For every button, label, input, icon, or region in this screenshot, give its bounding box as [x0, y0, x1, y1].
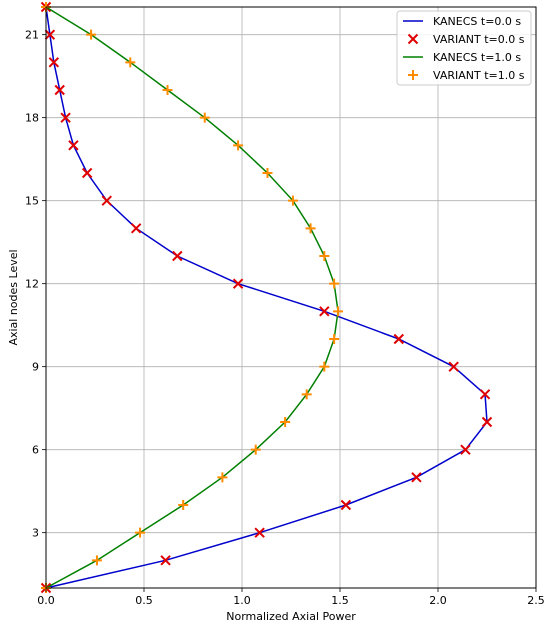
plus-marker-point [305, 223, 316, 234]
plus-marker-point [329, 334, 340, 344]
x-tick-label: 0.0 [37, 594, 55, 607]
x-tick-label: 2.5 [527, 594, 545, 607]
legend-x-swatch [407, 33, 419, 45]
x-marker-point [172, 250, 183, 262]
y-tick-label: 18 [25, 112, 39, 125]
y-tick-label: 15 [25, 195, 39, 208]
y-tick-label: 21 [25, 29, 39, 42]
plus-marker-point [178, 500, 189, 510]
plus-marker-point [262, 168, 273, 178]
plus-marker-point [86, 29, 97, 40]
legend-item: VARIANT t=1.0 s [408, 69, 525, 82]
legend-plus-swatch [408, 70, 418, 80]
plus-marker-point [125, 57, 136, 68]
plot-frame [45, 6, 537, 589]
plus-marker-point [319, 251, 330, 261]
ticks: 0.0 0.5 1.0 1.5 2.0 2.5 3 6 9 12 15 18 21 [25, 29, 545, 607]
x-marker-point [411, 472, 422, 483]
legend-item: KANECS t=1.0 s [403, 51, 521, 64]
series-layer [40, 1, 493, 594]
plus-marker-point [333, 306, 344, 317]
legend-label: VARIANT t=1.0 s [433, 69, 525, 82]
plus-marker-point [287, 195, 298, 206]
plus-marker-point [199, 112, 210, 123]
x-marker-point [319, 306, 330, 317]
x-marker-point [448, 361, 459, 372]
y-axis-label: Axial nodes Level [7, 249, 20, 345]
plus-marker-point [135, 527, 146, 538]
x-marker-point [232, 278, 244, 289]
legend-item: KANECS t=0.0 s [403, 15, 521, 28]
x-marker-point [130, 223, 142, 234]
legend-label: VARIANT t=0.0 s [433, 33, 525, 46]
series-0 [45, 6, 488, 589]
x-marker-point [254, 527, 265, 538]
x-tick-label: 2.0 [429, 594, 447, 607]
grid [45, 7, 537, 588]
series-2 [45, 6, 339, 589]
series-line [45, 6, 488, 589]
x-marker-point [81, 167, 93, 179]
plus-marker-point [162, 85, 173, 95]
plus-marker-point [301, 389, 312, 400]
x-marker-point [54, 84, 65, 96]
series-3 [41, 2, 344, 593]
x-axis-label: Normalized Axial Power [226, 610, 356, 623]
x-marker-point [101, 195, 112, 206]
y-tick-label: 3 [32, 527, 39, 540]
plus-marker-point [250, 444, 261, 455]
x-marker-point [340, 499, 352, 511]
x-marker-point [68, 140, 79, 151]
plus-marker-point [91, 555, 102, 566]
y-tick-label: 6 [32, 444, 39, 457]
x-marker-point [481, 416, 493, 428]
plus-marker-point [233, 140, 244, 151]
legend-label: KANECS t=1.0 s [433, 51, 521, 64]
legend-box [396, 10, 532, 86]
series-line [45, 6, 339, 589]
x-tick-label: 1.0 [233, 594, 251, 607]
x-tick-label: 1.5 [331, 594, 349, 607]
legend-item: VARIANT t=0.0 s [407, 33, 525, 46]
x-marker-point [160, 555, 171, 566]
x-marker-point [44, 29, 56, 40]
x-marker-point [393, 333, 405, 345]
y-tick-label: 9 [32, 361, 39, 374]
series-1 [40, 1, 493, 594]
plus-marker-point [319, 361, 330, 372]
x-marker-point [479, 389, 491, 400]
x-marker-point [60, 112, 71, 123]
plus-marker-point [217, 472, 228, 483]
x-marker-point [48, 57, 60, 68]
legend-label: KANECS t=0.0 s [433, 15, 521, 28]
plus-marker-point [329, 278, 340, 289]
legend: KANECS t=0.0 s VARIANT t=0.0 s KANECS t=1.… [396, 10, 532, 86]
x-tick-label: 0.5 [135, 594, 153, 607]
x-marker-point [460, 444, 471, 455]
y-tick-label: 12 [25, 278, 39, 291]
plus-marker-point [280, 417, 291, 427]
